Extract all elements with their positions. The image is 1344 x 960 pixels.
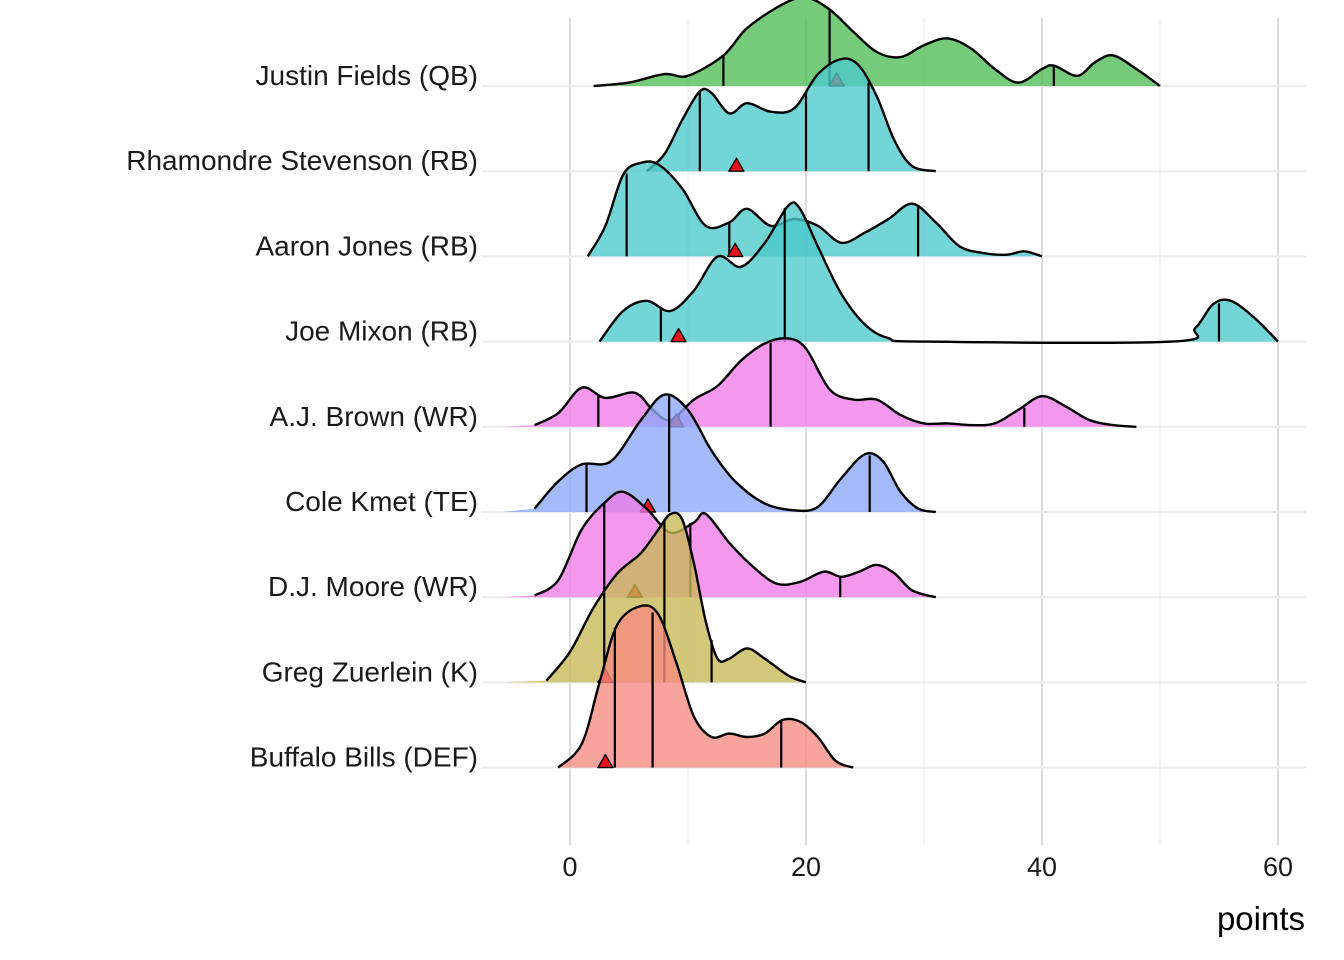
density-outline bbox=[598, 201, 1279, 344]
density-area bbox=[502, 338, 1300, 427]
ridge-4 bbox=[502, 337, 1300, 428]
ridge-1 bbox=[502, 57, 1300, 173]
marker-triangle bbox=[728, 157, 745, 172]
marker-triangle bbox=[727, 242, 744, 258]
ridge-0 bbox=[502, 0, 1300, 88]
y-axis-label: Greg Zuerlein (K) bbox=[262, 656, 478, 687]
y-axis-labels: Justin Fields (QB) Rhamondre Stevenson (R… bbox=[126, 60, 478, 773]
y-axis-label: Joe Mixon (RB) bbox=[285, 316, 478, 347]
marker-triangle bbox=[670, 327, 687, 343]
y-axis-label: Justin Fields (QB) bbox=[256, 60, 479, 91]
density-outline bbox=[533, 490, 937, 599]
x-tick-label: 40 bbox=[1027, 852, 1057, 882]
x-tick-label: 0 bbox=[562, 852, 577, 882]
ridge-5 bbox=[502, 393, 1300, 514]
density-outline bbox=[533, 393, 937, 514]
ridge-2 bbox=[502, 160, 1300, 258]
density-outline bbox=[545, 511, 807, 684]
density-area bbox=[502, 512, 1300, 683]
x-axis-ticks: 0 20 40 60 bbox=[562, 852, 1293, 882]
density-outline bbox=[593, 0, 1161, 88]
x-tick-label: 20 bbox=[791, 852, 821, 882]
density-outline bbox=[534, 337, 1137, 428]
density-area bbox=[502, 491, 1300, 598]
y-axis-label: A.J. Brown (WR) bbox=[270, 401, 478, 432]
density-outline bbox=[645, 57, 937, 173]
y-axis-label: D.J. Moore (WR) bbox=[268, 571, 478, 602]
marker-triangle bbox=[597, 753, 614, 769]
density-area bbox=[502, 394, 1300, 512]
y-axis-label: Aaron Jones (RB) bbox=[255, 230, 478, 261]
y-axis-label: Buffalo Bills (DEF) bbox=[250, 742, 478, 773]
ridge-8 bbox=[502, 604, 1300, 769]
density-area bbox=[502, 605, 1300, 768]
y-axis-label: Cole Kmet (TE) bbox=[285, 486, 478, 517]
density-area bbox=[502, 0, 1300, 86]
ridges bbox=[502, 0, 1300, 769]
x-tick-label: 60 bbox=[1263, 852, 1293, 882]
ridge-3 bbox=[502, 201, 1300, 344]
density-area bbox=[502, 202, 1300, 343]
x-axis-title: points bbox=[1217, 900, 1305, 937]
density-outline bbox=[557, 604, 854, 769]
density-area bbox=[502, 58, 1300, 172]
y-axis-label: Rhamondre Stevenson (RB) bbox=[126, 145, 478, 176]
